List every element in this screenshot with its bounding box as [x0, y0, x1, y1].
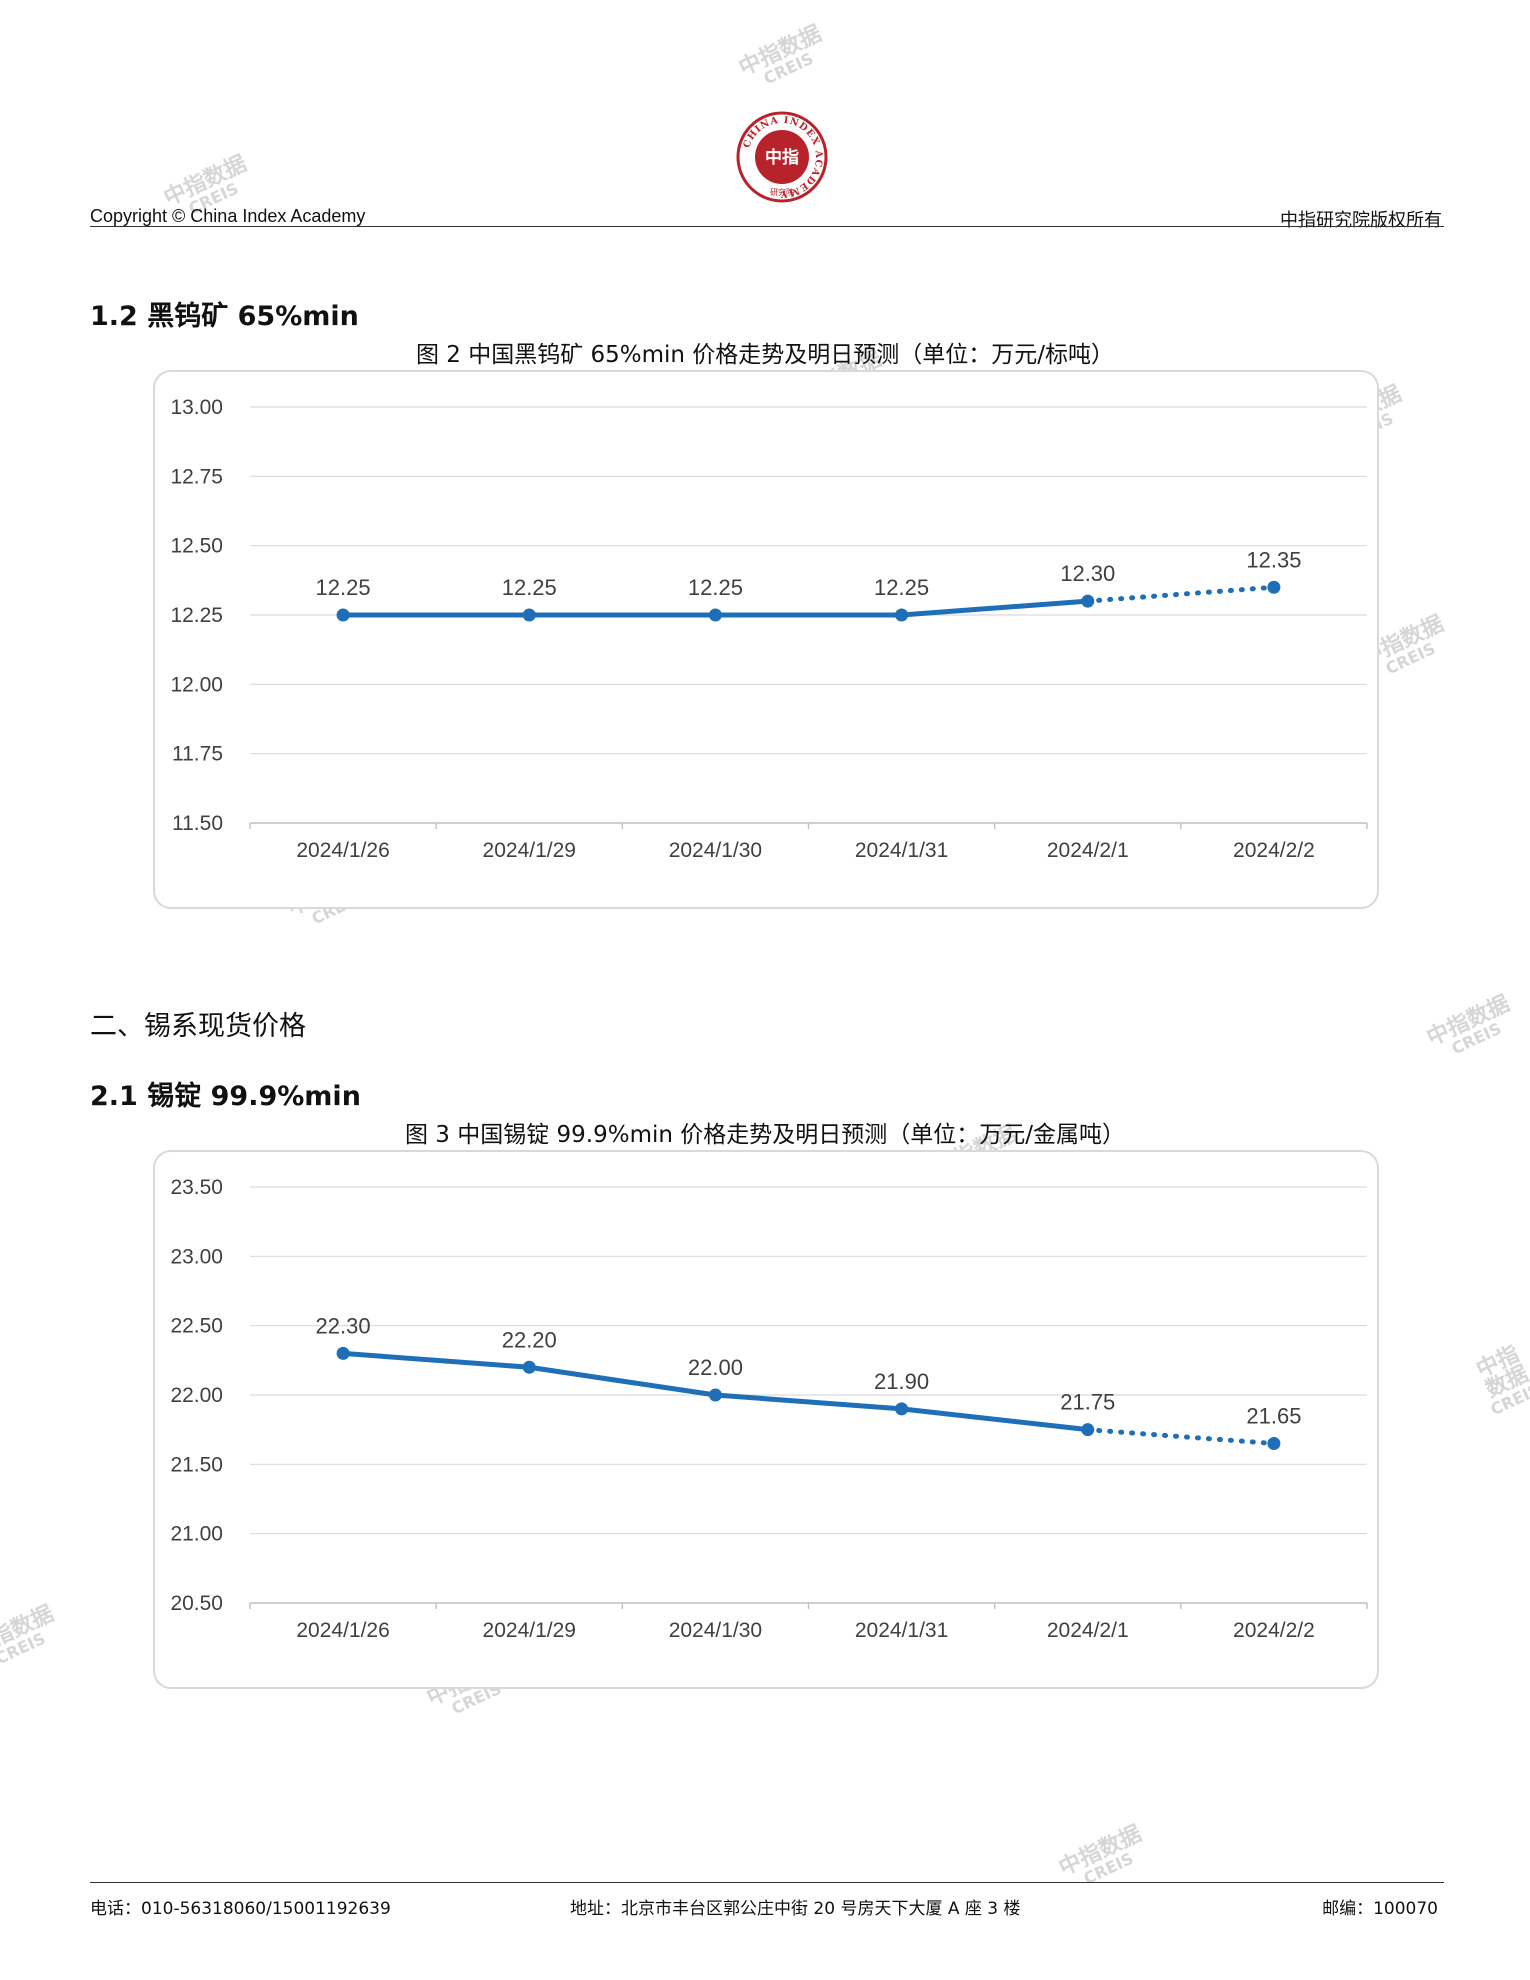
- data-point: [708, 608, 722, 622]
- footer-phone: 电话：010-56318060/15001192639: [90, 1899, 391, 1919]
- data-point: [895, 1402, 909, 1416]
- data-point: [1081, 1423, 1095, 1437]
- chart-3-frame: 20.50 21.00 21.50 22.00 22.50 23.00 23.50 2024/…: [153, 1150, 1379, 1689]
- chart-2-frame: 11.50 11.75 12.00 12.25 12.50 12.75 13.00 2024/…: [153, 370, 1379, 909]
- y-tick-label: 23.00: [170, 1245, 223, 1268]
- chart-3-plot: 20.50 21.00 21.50 22.00 22.50 23.00 23.50 2024/…: [170, 1176, 1368, 1642]
- x-tick-label: 2024/2/2: [1233, 839, 1315, 862]
- series-line-forecast: [1085, 584, 1277, 604]
- data-label: 12.25: [316, 575, 371, 600]
- y-tick-label: 12.50: [170, 535, 223, 558]
- x-tick-label: 2024/1/30: [669, 1619, 762, 1642]
- data-point: [522, 608, 536, 622]
- data-label: 21.75: [1060, 1390, 1115, 1415]
- y-tick-label: 11.75: [172, 743, 223, 766]
- data-point: [708, 1388, 722, 1402]
- data-label: 21.65: [1246, 1404, 1301, 1429]
- footer-address: 地址：北京市丰台区郭公庄中街 20 号房天下大厦 A 座 3 楼: [570, 1899, 1021, 1919]
- china-index-academy-logo: CHINA INDEX ACADEMY 中指 研究院: [736, 111, 828, 203]
- x-tick-label: 2024/1/26: [296, 1619, 389, 1642]
- y-tick-label: 11.50: [172, 812, 223, 835]
- x-tick-label: 2024/1/29: [483, 1619, 576, 1642]
- y-tick-label: 12.00: [170, 673, 223, 696]
- y-tick-label: 22.50: [170, 1315, 223, 1338]
- y-tick-label: 20.50: [170, 1592, 223, 1615]
- section-title-tin: 二、锡系现货价格: [90, 1011, 306, 1042]
- x-tick-label: 2024/2/2: [1233, 1619, 1315, 1642]
- series-line-forecast: [1085, 1427, 1277, 1447]
- data-point: [895, 608, 909, 622]
- section-title-tin-ingot: 2.1 锡锭 99.9%min: [90, 1081, 361, 1112]
- data-point: [1267, 1437, 1281, 1451]
- svg-text:研究院: 研究院: [770, 187, 794, 197]
- data-point: [522, 1360, 536, 1374]
- data-point: [1267, 580, 1281, 594]
- data-label: 12.25: [688, 575, 743, 600]
- footer-postcode: 邮编：100070: [1322, 1899, 1438, 1919]
- header-divider: [90, 226, 1444, 227]
- y-tick-label: 12.75: [170, 465, 223, 488]
- data-label: 22.20: [502, 1327, 557, 1352]
- data-label: 22.00: [688, 1355, 743, 1380]
- y-tick-label: 12.25: [170, 604, 223, 627]
- x-tick-label: 2024/2/1: [1047, 1619, 1129, 1642]
- data-label: 22.30: [316, 1313, 371, 1338]
- y-tick-label: 23.50: [170, 1176, 223, 1199]
- x-tick-label: 2024/1/31: [855, 1619, 948, 1642]
- svg-text:中指: 中指: [765, 147, 799, 168]
- section-title-wolframite: 1.2 黑钨矿 65%min: [90, 301, 359, 332]
- chart-2-plot: 11.50 11.75 12.00 12.25 12.50 12.75 13.00 2024/…: [170, 396, 1368, 862]
- x-tick-label: 2024/1/30: [669, 839, 762, 862]
- data-label: 12.30: [1060, 561, 1115, 586]
- header-copyright: Copyright © China Index Academy: [90, 206, 366, 226]
- y-tick-label: 13.00: [170, 396, 223, 419]
- y-tick-label: 21.50: [170, 1453, 223, 1476]
- data-label: 12.25: [502, 575, 557, 600]
- footer-divider: [90, 1882, 1444, 1883]
- y-tick-label: 21.00: [170, 1523, 223, 1546]
- x-tick-label: 2024/1/26: [296, 839, 389, 862]
- data-point: [336, 608, 350, 622]
- data-label: 12.25: [874, 575, 929, 600]
- data-label: 21.90: [874, 1369, 929, 1394]
- data-label: 12.35: [1246, 547, 1301, 572]
- y-tick-label: 22.00: [170, 1384, 223, 1407]
- figure-3-title: 图 3 中国锡锭 99.9%min 价格走势及明日预测（单位：万元/金属吨）: [404, 1122, 1126, 1148]
- data-point: [336, 1346, 350, 1360]
- data-point: [1081, 594, 1095, 608]
- x-tick-label: 2024/1/31: [855, 839, 948, 862]
- header-rights: 中指研究院版权所有: [1280, 210, 1442, 231]
- figure-2-title: 图 2 中国黑钨矿 65%min 价格走势及明日预测（单位：万元/标吨）: [415, 342, 1115, 368]
- x-tick-label: 2024/2/1: [1047, 839, 1129, 862]
- x-tick-label: 2024/1/29: [483, 839, 576, 862]
